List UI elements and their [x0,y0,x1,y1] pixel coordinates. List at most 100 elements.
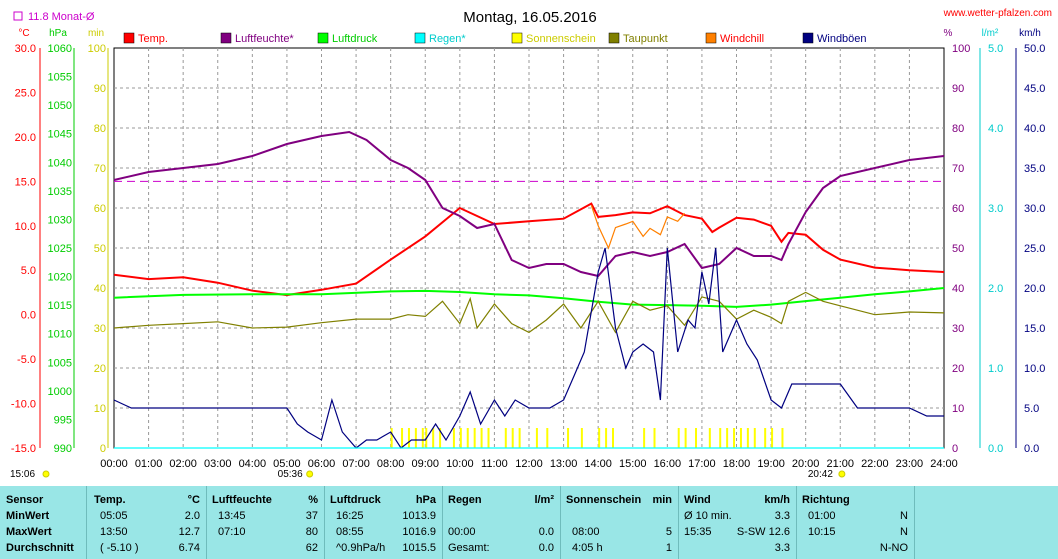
table-cell-sun-time: 08:00 [572,526,600,538]
table-cell-temp-time: 05:05 [100,510,128,522]
sunshine-tick-label: 50 [94,243,106,255]
pressure-tick-label: 990 [54,443,72,455]
sunshine-bar [390,428,393,448]
sunshine-bar [726,428,729,448]
sunshine-bar [695,428,697,448]
humidity-tick-label: 40 [952,283,964,295]
table-cell-hum-val: 80 [305,526,318,538]
x-tick-label: 14:00 [584,458,612,470]
humidity-tick-label: 90 [952,83,964,95]
header-wind-unit: km/h [764,494,790,506]
header-sensor: Sensor [6,494,44,506]
sunshine-tick-label: 70 [94,163,106,175]
table-cell-temp-val: 6.74 [178,542,200,554]
sunshine-tick-label: 20 [94,363,106,375]
x-tick-label: 24:00 [930,458,958,470]
humidity-tick-label: 100 [952,43,970,55]
col-divider [442,486,443,559]
pressure-tick-label: 1050 [48,100,72,112]
legend-swatch [220,32,232,44]
sunshine-bar [708,428,711,448]
legend-label: Taupunkt [623,33,668,45]
table-cell-hum-time: 07:10 [218,526,246,538]
table-cell-label: Durchschnitt [6,542,74,554]
x-tick-label: 15:00 [619,458,647,470]
sunshine-bar [684,428,687,448]
chart-marks [113,130,945,449]
source-link[interactable]: www.wetter-pfalzen.com [943,8,1052,19]
legend-swatch [511,32,523,44]
table-cell-sun-time: 4:05 h [572,542,603,554]
humidity-unit-label: % [944,28,953,39]
header-temp: Temp. [94,494,126,506]
table-cell-pres-time: 16:25 [336,510,364,522]
sunshine-bar [677,428,680,448]
table-cell-rain-val: 0.0 [538,526,554,538]
wind-tick-label: 50.0 [1024,43,1045,55]
x-tick-label: 08:00 [377,458,405,470]
col-divider [560,486,561,559]
sunshine-bar [401,428,404,448]
table-cell-pres-time: 08:55 [336,526,364,538]
temp-tick-label: -15.0 [11,443,36,455]
x-tick-label: 04:00 [239,458,267,470]
pressure-tick-label: 1025 [48,243,72,255]
legend-label: Regen* [429,33,466,45]
sunshine-tick-label: 80 [94,123,106,135]
sunshine-unit-label: min [88,28,104,39]
legend-label: Windböen [817,33,867,45]
legend-swatch [123,32,135,44]
table-cell-hum-val: 62 [305,542,318,554]
header-direction: Richtung [802,494,850,506]
x-tick-label: 19:00 [757,458,785,470]
legend-swatch [317,32,329,44]
sunshine-bar [746,428,749,448]
humidity-tick-label: 60 [952,203,964,215]
sunshine-bar [598,428,601,448]
x-tick-label: 18:00 [723,458,751,470]
x-tick-label: 03:00 [204,458,232,470]
table-cell-pres-val: 1016.9 [402,526,436,538]
legend-label: Luftfeuchte* [235,33,294,45]
temp-tick-label: 0.0 [21,310,36,322]
sunshine-tick-label: 10 [94,403,106,415]
rain-tick-label: 2.0 [988,283,1003,295]
wind-tick-label: 10.0 [1024,363,1045,375]
table-cell-pres-val: 1015.5 [402,542,436,554]
month-avg-label: 11.8 Monat-Ø [28,11,95,23]
sunshine-bar [407,428,410,448]
table-cell-wind-time: 15:35 [684,526,712,538]
sun-icon [42,470,50,478]
sunshine-bar [753,428,756,448]
humidity-tick-label: 10 [952,403,964,415]
temp-tick-label: 5.0 [21,265,36,277]
temp-unit-label: °C [18,28,29,39]
temp-tick-label: -10.0 [11,399,36,411]
wind-tick-label: 25.0 [1024,243,1045,255]
table-cell-hum-val: 37 [305,510,318,522]
series-line [113,291,945,334]
legend-swatch [705,32,717,44]
table-cell-rain-time: 00:00 [448,526,476,538]
wind-tick-label: 0.0 [1024,443,1039,455]
sunshine-bar [733,428,736,448]
col-divider [914,486,915,559]
chart-grid [113,47,945,449]
x-tick-label: 01:00 [135,458,163,470]
sunshine-bar [459,428,462,448]
header-humidity-unit: % [308,494,318,506]
table-cell-dir-time: 01:00 [808,510,836,522]
sunshine-bar [439,428,442,448]
legend-swatch [608,32,620,44]
header-humidity: Luftfeuchte [212,494,272,506]
humidity-tick-label: 30 [952,323,964,335]
table-cell-label: MinWert [6,510,50,522]
table-cell-wind-val: 3.3 [774,542,790,554]
sunshine-bar [480,428,483,448]
pressure-tick-label: 1010 [48,329,72,341]
pressure-tick-label: 1040 [48,157,72,169]
table-cell-temp-time: ( -5.10 ) [100,542,139,554]
wind-tick-label: 20.0 [1024,283,1045,295]
sunset-label: 20:42 [808,469,833,480]
legend-label: Windchill [720,33,764,45]
